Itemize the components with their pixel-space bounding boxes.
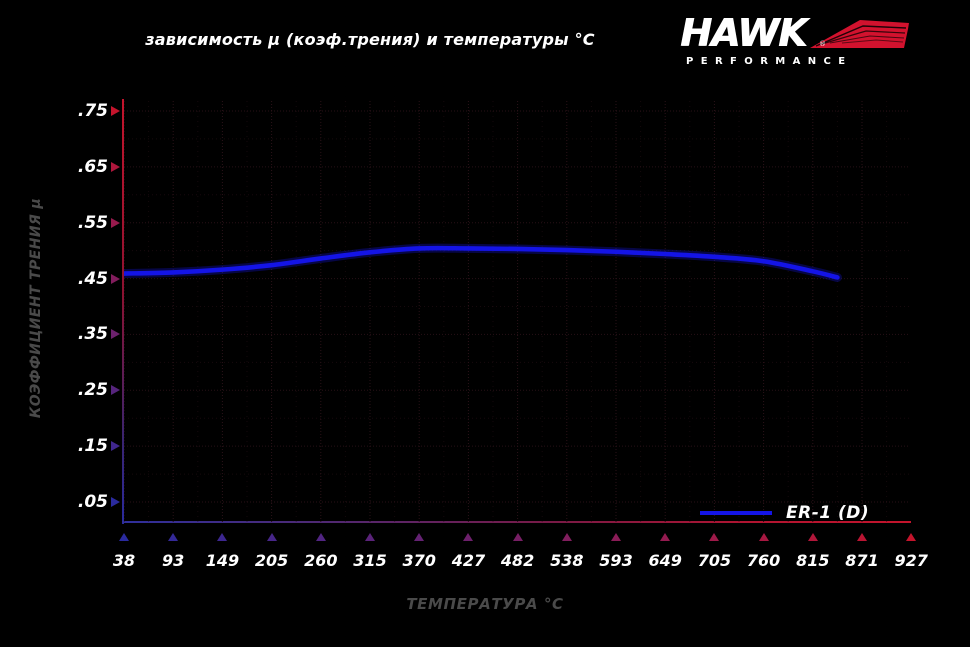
x-tick-caret-icon (414, 533, 425, 541)
x-tick-caret-icon (807, 533, 818, 541)
x-tick-label: 760 (746, 551, 781, 570)
y-tick-label: .65 (77, 156, 108, 177)
legend-label-er1: ER-1 (D) (786, 503, 870, 523)
x-tick-label: 149 (205, 551, 240, 570)
hawk-wing-icon (810, 20, 909, 48)
x-tick-label: 538 (550, 551, 584, 570)
page-title: зависимость μ (коэф.трения) и температур… (145, 30, 595, 49)
y-tick-label: .35 (77, 324, 108, 345)
x-tick-label: 427 (451, 551, 486, 570)
logo-subtitle: PERFORMANCE (686, 56, 853, 67)
y-tick-arrow-icon (111, 441, 120, 452)
y-tick-arrow-icon (111, 273, 120, 284)
x-tick-caret-icon (512, 533, 523, 541)
x-tick-caret-icon (906, 533, 917, 541)
x-tick-caret-icon (119, 533, 129, 541)
y-tick-arrow-icon (111, 161, 120, 172)
y-tick-arrow-icon (111, 329, 120, 340)
x-tick-caret-icon (168, 533, 179, 541)
series-line-er1 (124, 245, 840, 280)
x-tick-label: 260 (304, 551, 338, 570)
x-axis-title: ТЕМПЕРАТУРА °C (406, 595, 564, 613)
plot-canvas (124, 101, 910, 522)
y-tick-arrow-icon (111, 385, 120, 396)
logo-wordmark: HAWK (680, 11, 807, 55)
x-tick-label: 205 (254, 551, 289, 570)
x-axis-line (122, 521, 911, 523)
x-tick-caret-icon (611, 533, 621, 541)
x-tick-label: 815 (796, 551, 830, 570)
x-tick-label: 705 (697, 551, 732, 570)
grid-lines (124, 101, 910, 522)
x-tick-caret-icon (758, 533, 769, 541)
x-tick-label: 370 (402, 551, 436, 570)
y-tick-label: .45 (77, 268, 108, 289)
y-tick-label: .75 (77, 101, 108, 121)
legend: ER-1 (D) (700, 503, 869, 523)
x-tick-label: 927 (894, 551, 928, 570)
x-tick-label: 649 (648, 551, 682, 570)
y-axis-line (122, 99, 124, 524)
x-tick-caret-icon (315, 533, 326, 541)
y-tick-label: .25 (77, 380, 108, 401)
x-tick-caret-icon (857, 533, 867, 541)
y-tick-label: .55 (77, 212, 108, 233)
x-tick-label: 871 (845, 551, 879, 570)
registered-trademark-icon: ® (819, 40, 826, 48)
hawk-performance-logo: HAWK ® PERFORMANCE (680, 14, 912, 72)
x-tick-label: 315 (353, 551, 387, 570)
y-tick-arrow-icon (111, 497, 120, 507)
x-tick-caret-icon (365, 533, 375, 541)
x-tick-label: 482 (500, 551, 535, 570)
x-tick-label: 93 (162, 551, 185, 570)
x-tick-caret-icon (217, 533, 228, 541)
x-tick-caret-icon (561, 533, 572, 541)
y-tick-arrow-icon (111, 217, 120, 228)
plot-area (124, 101, 910, 522)
series-glow-0 (124, 243, 842, 282)
x-tick-caret-icon (660, 533, 671, 541)
x-tick-caret-icon (463, 533, 474, 541)
y-tick-arrow-icon (111, 106, 120, 116)
x-tick-label: 38 (112, 551, 136, 570)
x-tick-caret-icon (709, 533, 720, 541)
y-tick-label: .15 (77, 436, 108, 457)
legend-swatch-er1 (700, 511, 772, 515)
x-tick-label: 593 (599, 551, 633, 570)
x-tick-caret-icon (266, 533, 277, 541)
y-axis-title: КОЭФФИЦИЕНТ ТРЕНИЯ μ (28, 197, 44, 419)
y-tick-label: .05 (77, 492, 108, 512)
